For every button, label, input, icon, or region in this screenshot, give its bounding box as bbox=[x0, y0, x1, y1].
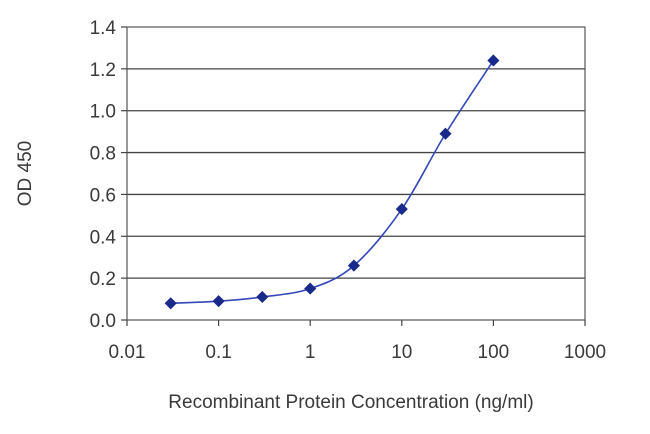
plot-area-frame bbox=[126, 26, 586, 321]
y-tick-label: 1.4 bbox=[90, 18, 117, 39]
data-point bbox=[395, 203, 408, 216]
y-axis-ticks: 0.0 0.2 0.4 0.6 0.8 1.0 1.2 1.4 bbox=[90, 18, 127, 332]
y-tick-label: 1.2 bbox=[90, 60, 116, 81]
x-tick-label: 1 bbox=[305, 342, 316, 363]
y-tick-label: 0.0 bbox=[90, 311, 116, 332]
data-point bbox=[212, 295, 225, 308]
data-point bbox=[256, 290, 269, 304]
data-point bbox=[304, 282, 317, 295]
y-tick-label: 0.6 bbox=[90, 185, 116, 206]
data-point bbox=[347, 259, 360, 272]
y-tick-label: 1.0 bbox=[90, 102, 116, 123]
x-tick-label: 1000 bbox=[564, 342, 606, 363]
x-axis-ticks: 0.01 0.1 1 10 100 1000 bbox=[109, 320, 606, 363]
y-axis-title: OD 450 bbox=[15, 141, 36, 206]
y-tick-label: 0.8 bbox=[90, 144, 116, 165]
data-point bbox=[164, 297, 177, 310]
series-layer bbox=[164, 54, 500, 310]
x-tick-label: 0.01 bbox=[109, 342, 146, 363]
x-tick-label: 100 bbox=[478, 342, 510, 363]
data-point bbox=[487, 54, 500, 67]
y-tick-label: 0.4 bbox=[90, 227, 117, 248]
gridlines bbox=[127, 68, 585, 279]
x-tick-label: 0.1 bbox=[205, 342, 231, 363]
series-line bbox=[170, 60, 495, 305]
data-point bbox=[439, 127, 452, 140]
x-tick-label: 10 bbox=[391, 342, 412, 363]
y-tick-label: 0.2 bbox=[90, 269, 116, 290]
x-axis-title: Recombinant Protein Concentration (ng/ml… bbox=[168, 392, 533, 413]
